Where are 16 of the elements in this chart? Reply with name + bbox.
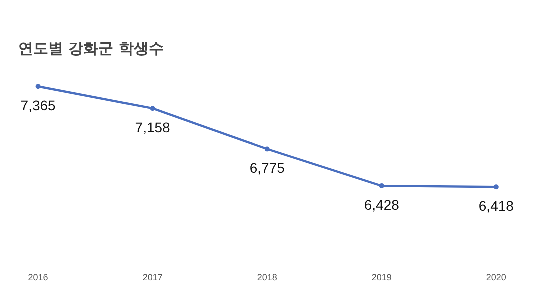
- x-tick-label: 2018: [257, 272, 278, 282]
- x-tick-label: 2020: [486, 272, 506, 282]
- data-label: 6,418: [478, 198, 514, 214]
- point: [264, 146, 270, 152]
- chart-title: 연도별 강화군 학생수: [18, 40, 164, 58]
- x-tick-label: 2019: [372, 272, 392, 282]
- data-label: 7,365: [20, 98, 56, 114]
- point: [494, 184, 499, 190]
- point: [379, 184, 384, 189]
- data-label: 6,775: [250, 160, 286, 176]
- data-label: 7,158: [135, 120, 171, 136]
- point: [150, 106, 156, 112]
- point: [36, 84, 41, 90]
- x-tick-label: 2016: [28, 272, 48, 282]
- data-label: 6,428: [364, 197, 400, 214]
- x-tick-label: 2017: [142, 272, 163, 282]
